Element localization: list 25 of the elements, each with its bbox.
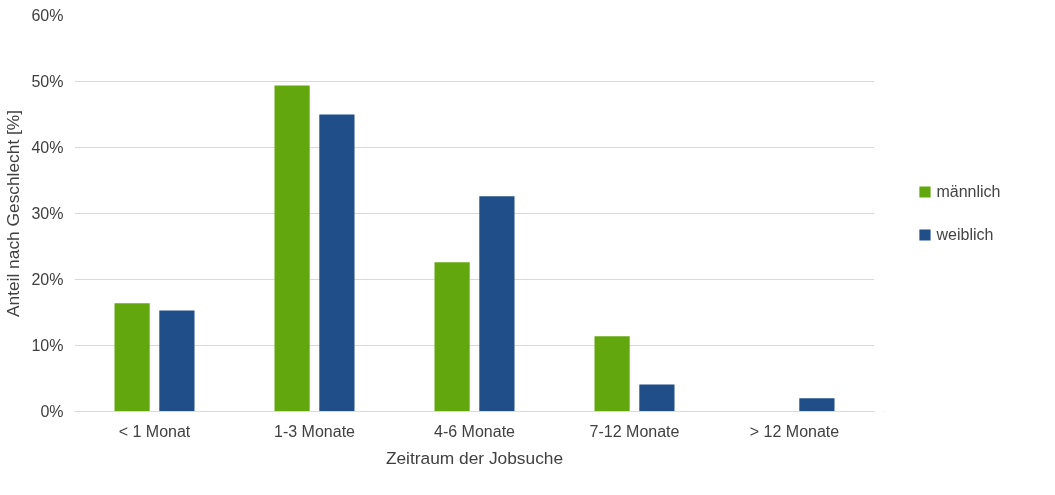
x-tick-label: < 1 Monat bbox=[118, 422, 191, 440]
y-axis-title: Anteil nach Geschlecht [%] bbox=[3, 109, 24, 318]
bar bbox=[479, 196, 515, 412]
bar bbox=[274, 85, 310, 412]
y-tick-label: 10% bbox=[31, 337, 64, 354]
legend-label: weiblich bbox=[936, 225, 994, 244]
bar bbox=[319, 114, 355, 412]
x-tick-label: 7-12 Monate bbox=[589, 422, 680, 440]
x-tick-label: > 12 Monate bbox=[749, 422, 840, 440]
bar bbox=[639, 384, 675, 412]
y-tick-label: 0% bbox=[40, 403, 64, 420]
legend-label: männlich bbox=[936, 182, 1001, 201]
y-tick-label: 40% bbox=[31, 139, 64, 156]
y-tick-label: 20% bbox=[31, 271, 64, 288]
y-tick-label: 50% bbox=[31, 73, 64, 90]
x-tick-label: 1-3 Monate bbox=[274, 422, 356, 440]
x-tick-label: 4-6 Monate bbox=[434, 422, 516, 440]
bar bbox=[594, 336, 630, 412]
bar bbox=[159, 310, 195, 412]
bar bbox=[434, 262, 470, 412]
bar bbox=[799, 398, 835, 412]
x-axis-title: Zeitraum der Jobsuche bbox=[385, 447, 564, 468]
y-tick-label: 30% bbox=[31, 205, 64, 222]
bar bbox=[114, 303, 150, 412]
y-tick-label: 60% bbox=[31, 7, 64, 24]
